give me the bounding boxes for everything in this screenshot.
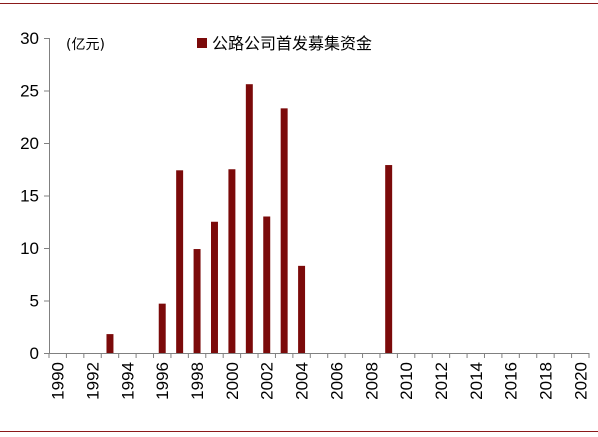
y-tick-label: 30 <box>20 29 39 48</box>
bar-1993 <box>106 334 114 353</box>
bar-1996 <box>158 303 166 353</box>
bar-2009 <box>385 165 393 353</box>
legend-label: 公路公司首发募集资金 <box>212 34 372 53</box>
x-tick-label: 2014 <box>467 362 486 400</box>
bar-2001 <box>245 84 253 353</box>
y-tick-label: 15 <box>20 187 39 206</box>
x-tick-label: 2012 <box>432 362 451 400</box>
bar-2004 <box>298 265 306 353</box>
x-tick-label: 1994 <box>118 362 137 400</box>
x-tick-label: 1996 <box>153 362 172 400</box>
y-tick-label: 10 <box>20 239 39 258</box>
y-tick-label: 20 <box>20 134 39 153</box>
bar-1999 <box>211 221 218 353</box>
x-axis-ticks: 1990 1992 1994 1996 1998 2000 2002 2004 2006 2008… <box>48 353 590 400</box>
legend: 公路公司首发募集资金 <box>197 34 372 53</box>
x-tick-label: 1992 <box>84 362 103 400</box>
x-tick-label: 2018 <box>536 362 555 400</box>
bar-1997 <box>176 170 184 353</box>
y-tick-label: 25 <box>20 82 39 101</box>
top-rule <box>0 3 598 4</box>
x-tick-label: 2020 <box>571 362 590 400</box>
x-tick-label: 2000 <box>223 362 242 400</box>
x-tick-label: 2010 <box>397 362 416 400</box>
x-tick-label: 2006 <box>327 362 346 400</box>
unit-label: (亿元) <box>66 37 105 53</box>
bar-2002 <box>263 216 271 353</box>
x-tick-label: 1990 <box>49 362 68 400</box>
y-tick-label: 5 <box>30 292 39 311</box>
x-tick-label: 2002 <box>258 362 277 400</box>
bar-series <box>106 84 393 353</box>
x-tick-label: 1998 <box>188 362 207 400</box>
y-tick-label: 0 <box>30 344 39 363</box>
bar-2000 <box>228 169 236 353</box>
bar-2003 <box>280 108 288 353</box>
x-tick-label: 2008 <box>362 362 381 400</box>
legend-swatch <box>197 38 207 48</box>
x-tick-label: 2016 <box>502 362 521 400</box>
y-axis-ticks: 0 5 10 15 20 25 30 <box>20 29 49 363</box>
bottom-rule <box>0 431 598 432</box>
bar-1998 <box>193 249 201 353</box>
x-tick-label: 2004 <box>293 362 312 400</box>
